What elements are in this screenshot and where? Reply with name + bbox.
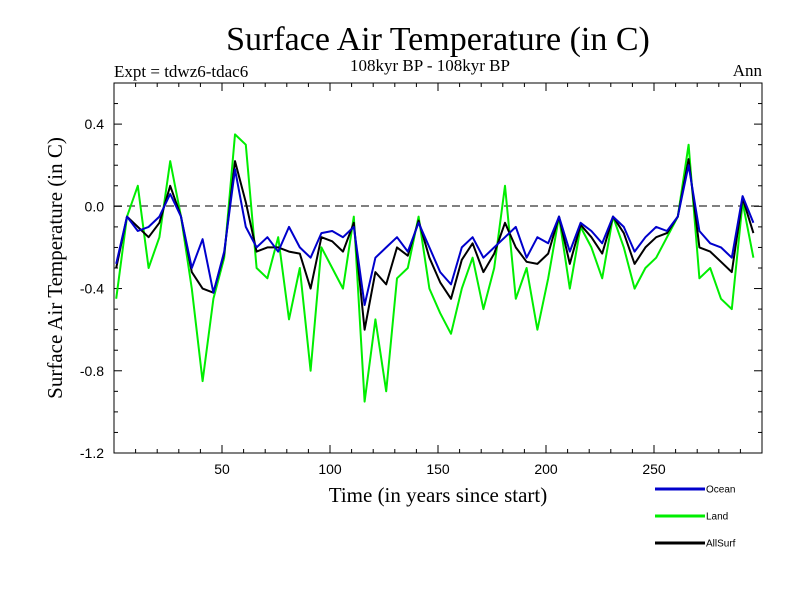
y-tick-label: -0.8 [80, 363, 104, 379]
x-tick-label: 200 [534, 461, 558, 477]
series-line-ocean [115, 164, 755, 306]
experiment-label: Expt = tdwz6-tdac6 [114, 62, 248, 81]
y-tick-label: 0.4 [85, 116, 105, 132]
y-tick-label: -1.2 [80, 445, 104, 461]
chart-title: Surface Air Temperature (in C) [226, 21, 650, 58]
legend: Ocean Land AllSurf [655, 485, 736, 550]
x-axis: 50 100 150 200 250 [135, 83, 741, 477]
y-tick-label: 0.0 [85, 198, 105, 214]
y-axis: -1.2 -0.8 -0.4 0.0 0.4 [80, 82, 762, 461]
x-tick-label: 50 [214, 461, 230, 477]
x-tick-label: 100 [318, 461, 342, 477]
legend-label-allsurf: AllSurf [706, 539, 736, 550]
x-tick-label: 150 [426, 461, 450, 477]
period-label: Ann [733, 61, 763, 80]
y-tick-label: -0.4 [80, 281, 104, 297]
chart-subtitle: 108kyr BP - 108kyr BP [350, 56, 510, 75]
series-layer [115, 133, 755, 403]
series-line-land [115, 133, 755, 403]
y-axis-label: Surface Air Temperature (in C) [43, 137, 67, 399]
x-axis-label: Time (in years since start) [329, 483, 548, 507]
legend-label-ocean: Ocean [706, 485, 735, 496]
x-tick-label: 250 [642, 461, 666, 477]
legend-label-land: Land [706, 512, 728, 523]
